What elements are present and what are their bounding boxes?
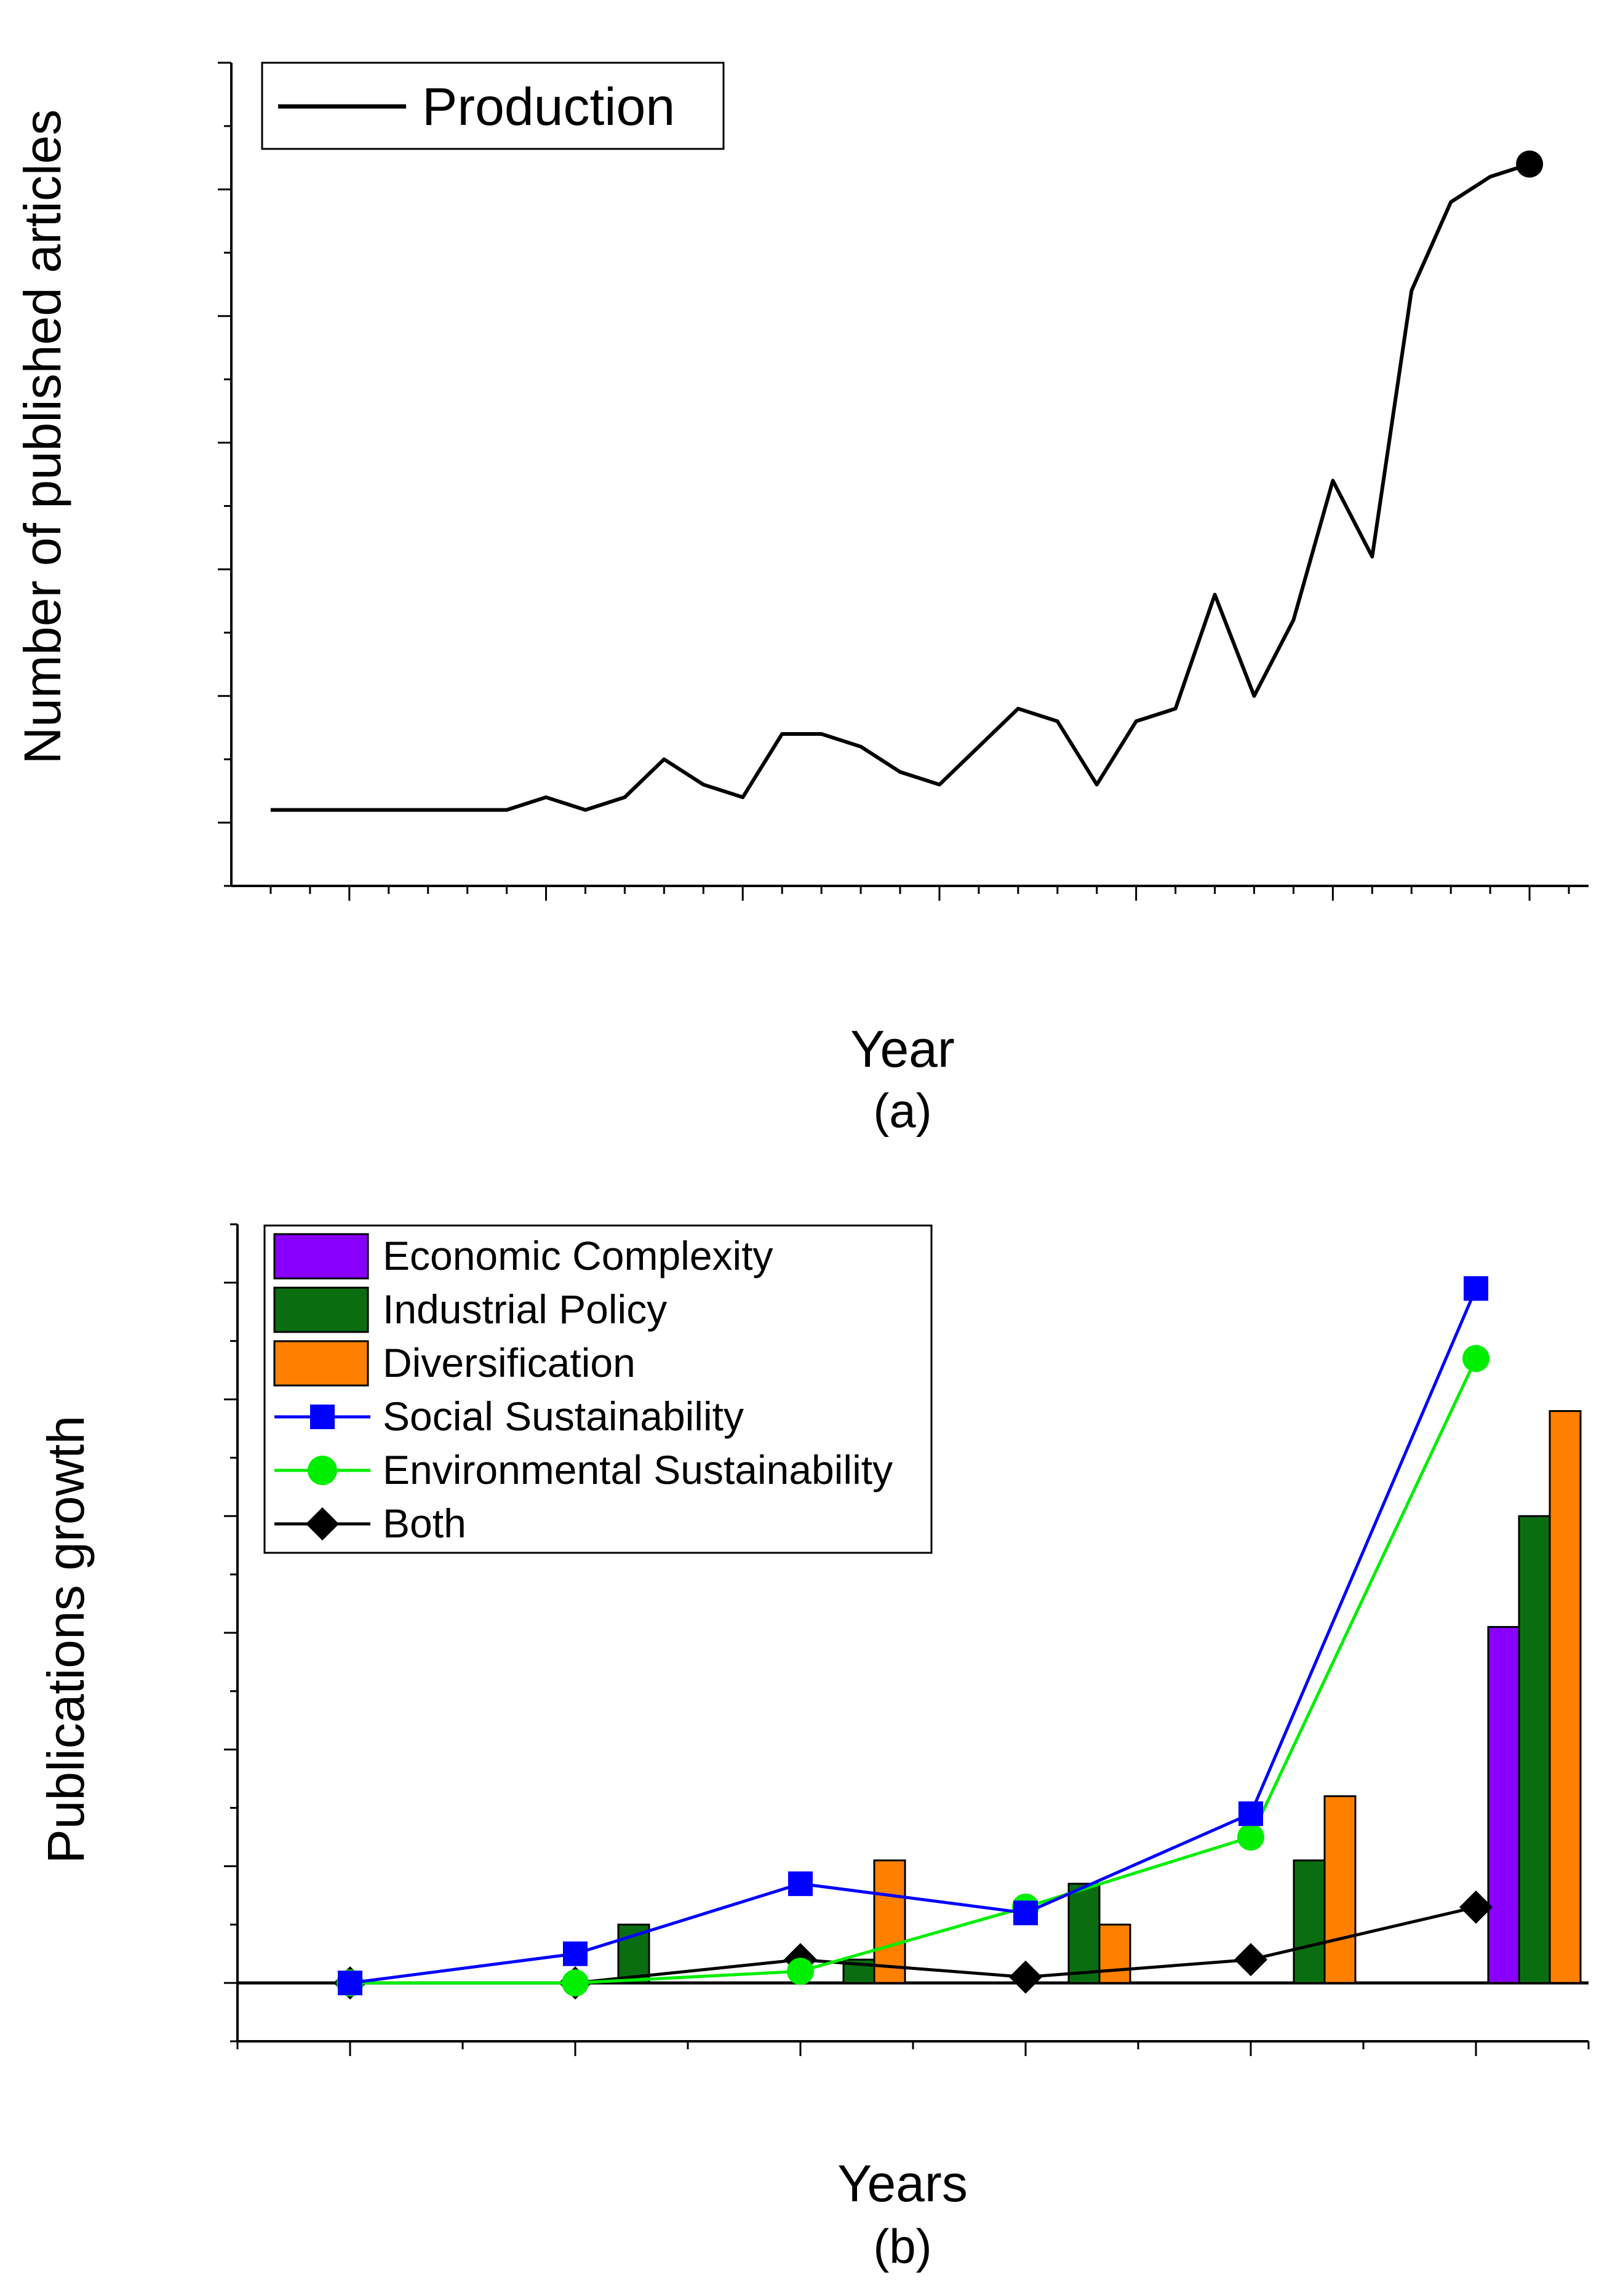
- bar-industrial-policy: [1518, 1515, 1551, 1984]
- point-both: [1234, 1943, 1267, 1977]
- bar-diversification: [1098, 1923, 1131, 1984]
- point-social-sustainability: [1464, 1276, 1488, 1301]
- chart-b-legend[interactable]: Economic Complexity Industrial Policy Di…: [263, 1224, 933, 1554]
- chart-a-legend-label: Production: [422, 78, 675, 137]
- point-social-sustainability: [338, 1971, 362, 1996]
- bar-industrial-policy: [1067, 1883, 1101, 1984]
- legend-swatch-diversification: [273, 1340, 369, 1387]
- chart-b-caption: (b): [873, 2219, 931, 2273]
- chart-a-legend[interactable]: Production: [261, 62, 725, 150]
- bar-diversification: [1549, 1410, 1582, 1984]
- bar-industrial-policy: [1293, 1859, 1326, 1984]
- line-environmental-sustainability: [350, 1358, 1478, 1985]
- point-both: [1009, 1960, 1042, 1994]
- legend-swatch-economic-complexity: [273, 1233, 369, 1280]
- bar-diversification: [873, 1859, 906, 1984]
- point-environmental-sustainability: [1237, 1824, 1264, 1851]
- chart-a-ylabel: Number of published articles: [14, 110, 71, 765]
- legend-swatch-industrial-policy: [273, 1286, 369, 1333]
- point-social-sustainability: [788, 1871, 813, 1896]
- legend-label-social-sustainability: Social Sustainability: [383, 1393, 744, 1439]
- point-environmental-sustainability: [1462, 1345, 1489, 1373]
- chart-a-series-line: [270, 162, 1531, 812]
- legend-marker-environmental-sustainability: [308, 1456, 337, 1485]
- chart-a-caption: (a): [873, 1083, 931, 1138]
- line-social-sustainability: [349, 1288, 1478, 1985]
- chart-a: Number of published articles Year (a) Pr…: [14, 62, 1589, 1138]
- chart-a-xlabel: Year: [850, 1020, 955, 1078]
- point-social-sustainability: [563, 1941, 588, 1966]
- legend-label-environmental-sustainability: Environmental Sustainability: [383, 1447, 893, 1493]
- legend-label-industrial-policy: Industrial Policy: [383, 1286, 667, 1332]
- bar-economic-complexity: [1487, 1626, 1520, 1984]
- legend-label-economic-complexity: Economic Complexity: [383, 1233, 773, 1278]
- legend-label-both: Both: [383, 1501, 466, 1546]
- chart-b: Publications growth Years (b) Economic C…: [37, 1223, 1590, 2273]
- chart-b-ylabel: Publications growth: [37, 1416, 95, 1864]
- legend-marker-social-sustainability: [310, 1405, 335, 1429]
- chart-a-marks: [270, 150, 1544, 812]
- legend-label-diversification: Diversification: [383, 1340, 636, 1385]
- point-social-sustainability: [1013, 1900, 1038, 1926]
- chart-b-xlabel: Years: [837, 2154, 968, 2212]
- chart-a-end-point: [1516, 150, 1544, 178]
- chart-a-axes: [218, 62, 1589, 901]
- point-both: [1459, 1890, 1493, 1924]
- bar-diversification: [1323, 1795, 1357, 1984]
- point-social-sustainability: [1238, 1801, 1263, 1827]
- legend-marker-both: [306, 1507, 339, 1541]
- point-environmental-sustainability: [787, 1958, 814, 1985]
- chart-b-legend-box: [263, 1224, 933, 1554]
- chart-b-marks: [333, 1276, 1582, 2000]
- point-environmental-sustainability: [562, 1969, 589, 1997]
